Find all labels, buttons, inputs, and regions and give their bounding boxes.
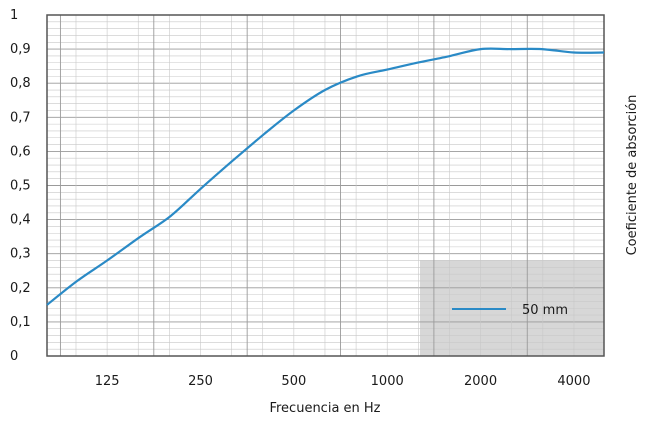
y-tick-label: 0,5 bbox=[10, 179, 31, 194]
y-tick-label: 0,8 bbox=[10, 76, 31, 91]
series-group bbox=[46, 47, 605, 306]
x-tick-label: 1000 bbox=[371, 374, 404, 389]
x-axis-label: Frecuencia en Hz bbox=[269, 401, 380, 416]
y-tick-labels: 0 0,1 0,2 0,3 0,4 0,5 0,6 0,7 0,8 0,9 1 bbox=[10, 8, 31, 364]
y-tick-label: 1 bbox=[10, 8, 18, 23]
plot-frame bbox=[46, 14, 605, 357]
series-line bbox=[46, 47, 605, 306]
y-tick-label: 0,2 bbox=[10, 281, 31, 296]
y-tick-label: 0,4 bbox=[10, 213, 31, 228]
x-tick-label: 500 bbox=[281, 374, 306, 389]
x-tick-label: 4000 bbox=[557, 374, 590, 389]
y-tick-label: 0,3 bbox=[10, 247, 31, 262]
legend-label: 50 mm bbox=[522, 303, 568, 318]
y-tick-label: 0,6 bbox=[10, 144, 31, 159]
x-tick-labels: 125 250 500 1000 2000 4000 bbox=[95, 374, 591, 389]
x-tick-label: 250 bbox=[188, 374, 213, 389]
y-axis-label: Coeficiente de absorción bbox=[625, 95, 640, 256]
y-tick-label: 0,7 bbox=[10, 110, 31, 125]
y-tick-label: 0 bbox=[10, 349, 18, 364]
x-tick-label: 125 bbox=[95, 374, 120, 389]
grid bbox=[47, 15, 604, 356]
x-tick-label: 2000 bbox=[464, 374, 497, 389]
y-tick-label: 0,9 bbox=[10, 42, 31, 57]
y-tick-label: 0,1 bbox=[10, 315, 31, 330]
